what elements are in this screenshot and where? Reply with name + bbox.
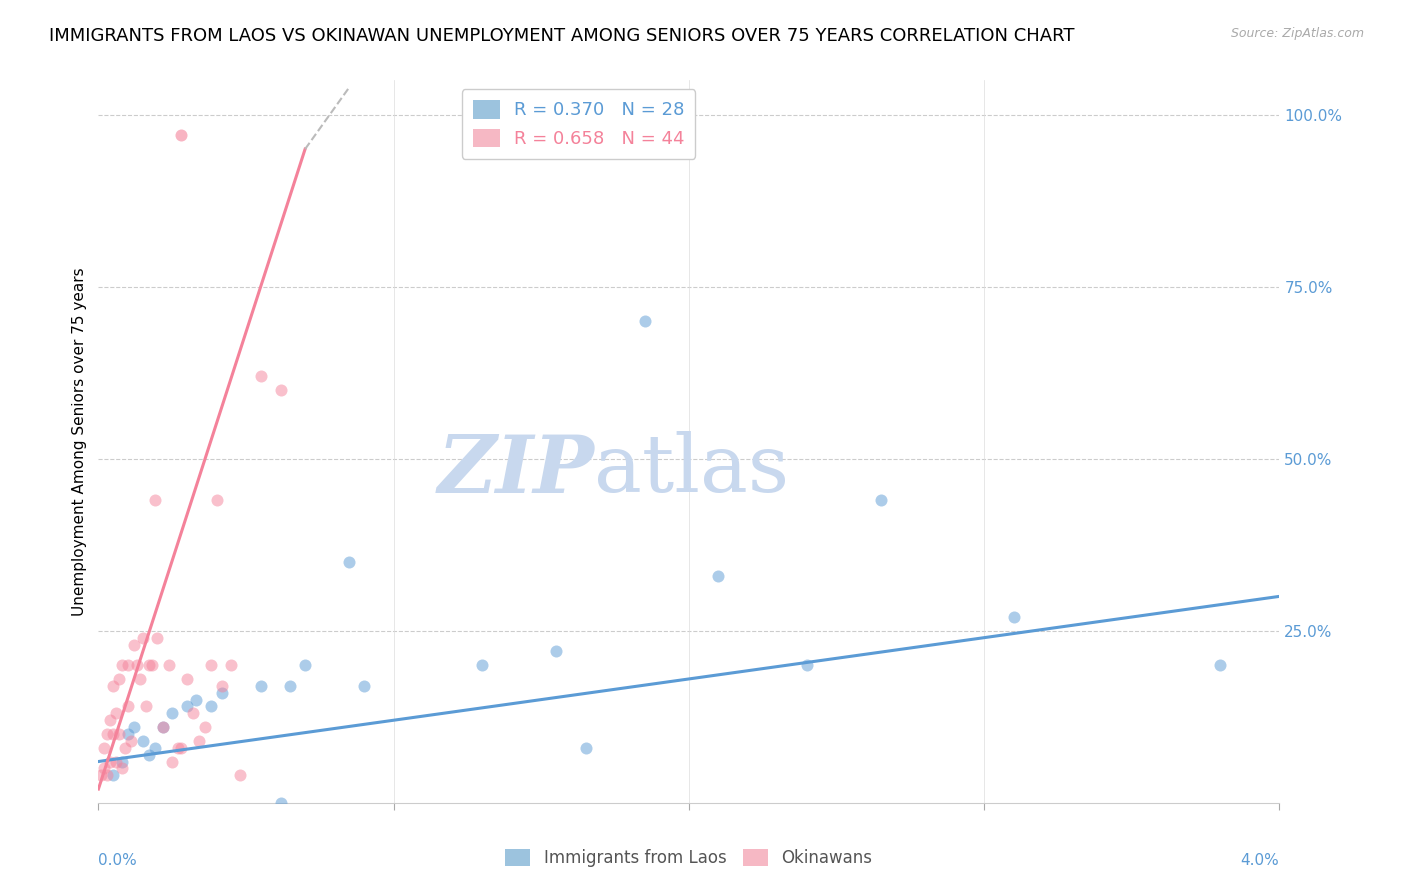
Point	[229, 768, 252, 782]
Point	[120, 734, 142, 748]
Point	[870, 493, 893, 508]
Point	[170, 740, 193, 755]
Point	[1209, 658, 1232, 673]
Point	[184, 692, 207, 706]
Point	[707, 568, 730, 582]
Text: 4.0%: 4.0%	[1240, 854, 1279, 869]
Point	[634, 314, 657, 328]
Point	[96, 768, 118, 782]
Point	[796, 658, 818, 673]
Point	[111, 755, 134, 769]
Point	[122, 720, 145, 734]
Point	[93, 761, 115, 775]
Point	[294, 658, 316, 673]
Point	[471, 658, 494, 673]
Point	[270, 796, 292, 810]
Point	[105, 755, 128, 769]
Point	[170, 128, 193, 143]
Point	[194, 720, 217, 734]
Point	[546, 644, 568, 658]
Point	[270, 383, 292, 397]
Point	[135, 699, 157, 714]
Point	[221, 658, 243, 673]
Point	[132, 631, 155, 645]
Point	[200, 699, 222, 714]
Legend: Immigrants from Laos, Okinawans: Immigrants from Laos, Okinawans	[499, 842, 879, 874]
Point	[176, 672, 198, 686]
Point	[250, 369, 273, 384]
Point	[280, 679, 302, 693]
Point	[200, 658, 222, 673]
Point	[211, 686, 233, 700]
Point	[250, 679, 273, 693]
Point	[90, 768, 112, 782]
Point	[114, 740, 136, 755]
Point	[211, 679, 233, 693]
Text: IMMIGRANTS FROM LAOS VS OKINAWAN UNEMPLOYMENT AMONG SENIORS OVER 75 YEARS CORREL: IMMIGRANTS FROM LAOS VS OKINAWAN UNEMPLO…	[49, 27, 1074, 45]
Point	[98, 755, 121, 769]
Point	[152, 720, 174, 734]
Point	[117, 727, 139, 741]
Point	[138, 658, 160, 673]
Point	[132, 734, 155, 748]
Point	[167, 740, 190, 755]
Point	[181, 706, 204, 721]
Point	[162, 755, 183, 769]
Point	[117, 699, 139, 714]
Point	[157, 658, 180, 673]
Point	[125, 658, 148, 673]
Point	[353, 679, 375, 693]
Text: atlas: atlas	[595, 432, 790, 509]
Point	[111, 761, 134, 775]
Point	[162, 706, 183, 721]
Point	[108, 672, 131, 686]
Point	[187, 734, 209, 748]
Y-axis label: Unemployment Among Seniors over 75 years: Unemployment Among Seniors over 75 years	[72, 268, 87, 615]
Point	[122, 638, 145, 652]
Point	[143, 740, 166, 755]
Point	[105, 706, 128, 721]
Point	[138, 747, 160, 762]
Point	[103, 679, 125, 693]
Point	[143, 493, 166, 508]
Point	[108, 727, 131, 741]
Point	[128, 672, 150, 686]
Point	[146, 631, 169, 645]
Point	[575, 740, 598, 755]
Point	[103, 727, 125, 741]
Point	[205, 493, 228, 508]
Text: Source: ZipAtlas.com: Source: ZipAtlas.com	[1230, 27, 1364, 40]
Point	[98, 713, 121, 727]
Point	[1002, 610, 1025, 624]
Point	[176, 699, 198, 714]
Point	[152, 720, 174, 734]
Point	[141, 658, 163, 673]
Point	[339, 555, 361, 569]
Point	[111, 658, 134, 673]
Point	[96, 727, 118, 741]
Text: 0.0%: 0.0%	[98, 854, 138, 869]
Text: ZIP: ZIP	[437, 432, 595, 509]
Point	[117, 658, 139, 673]
Point	[93, 740, 115, 755]
Point	[103, 768, 125, 782]
